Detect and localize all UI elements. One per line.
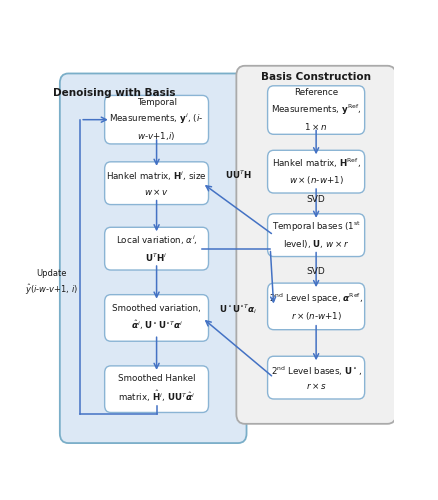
FancyBboxPatch shape [268,214,365,256]
FancyBboxPatch shape [105,294,208,341]
FancyBboxPatch shape [60,74,247,443]
Text: Denoising with Basis: Denoising with Basis [53,88,175,98]
FancyBboxPatch shape [105,228,208,270]
Text: SVD: SVD [307,195,325,204]
Text: Update
$\hat{y}(i$-$w$-$v$+1, $i)$: Update $\hat{y}(i$-$w$-$v$+1, $i)$ [25,270,78,297]
Text: Reference
Measurements, $\mathbf{y}^{\mathrm{Ref}}$,
$1\times n$: Reference Measurements, $\mathbf{y}^{\ma… [271,88,361,132]
FancyBboxPatch shape [105,162,208,204]
FancyBboxPatch shape [105,366,208,412]
Text: Temporal bases (1$^{\mathrm{st}}$
level), $\mathbf{U}$, $w\times r$: Temporal bases (1$^{\mathrm{st}}$ level)… [272,220,361,250]
Text: $\mathbf{U}^\circ\mathbf{U}^{\circ T}\boldsymbol{\alpha}_i$: $\mathbf{U}^\circ\mathbf{U}^{\circ T}\bo… [219,302,257,316]
Text: 2$^{\mathrm{nd}}$ Level space, $\boldsymbol{\alpha}^{\mathrm{Ref}}$,
$r\times(n$: 2$^{\mathrm{nd}}$ Level space, $\boldsym… [269,291,363,322]
Text: $\mathbf{U}\mathbf{U}^T\mathbf{H}$: $\mathbf{U}\mathbf{U}^T\mathbf{H}$ [225,168,251,181]
Text: Smoothed Hankel
matrix, $\hat{\mathbf{H}}^i$, $\mathbf{U}\mathbf{U}^T\hat{\bolds: Smoothed Hankel matrix, $\hat{\mathbf{H}… [118,374,195,404]
Text: SVD: SVD [307,267,325,276]
Text: Local variation, $\alpha^i$,
$\mathbf{U}^T\mathbf{H}^i$: Local variation, $\alpha^i$, $\mathbf{U}… [116,234,198,264]
Text: 2$^{\mathrm{nd}}$ Level bases, $\mathbf{U}^\circ$,
$r\times s$: 2$^{\mathrm{nd}}$ Level bases, $\mathbf{… [271,364,362,391]
Text: Temporal
Measurements, $\mathbf{y}^i$, $(i$-
$w$-$v$+1,$i)$: Temporal Measurements, $\mathbf{y}^i$, $… [110,98,204,142]
FancyBboxPatch shape [268,150,365,193]
FancyBboxPatch shape [268,356,365,399]
Text: Smoothed variation,
$\hat{\boldsymbol{\alpha}}^i$, $\mathbf{U}^\circ\mathbf{U}^{: Smoothed variation, $\hat{\boldsymbol{\a… [112,304,201,332]
Text: Basis Construction: Basis Construction [261,72,371,83]
FancyBboxPatch shape [268,283,365,330]
FancyBboxPatch shape [105,96,208,144]
FancyBboxPatch shape [237,66,396,424]
Text: Hankel matrix, $\mathbf{H}^{\mathrm{Ref}}$,
$w\times(n$-$w$+1): Hankel matrix, $\mathbf{H}^{\mathrm{Ref}… [272,157,360,186]
Text: Hankel matrix, $\mathbf{H}^i$, size
$w\times v$: Hankel matrix, $\mathbf{H}^i$, size $w\t… [106,170,207,196]
FancyBboxPatch shape [268,86,365,134]
